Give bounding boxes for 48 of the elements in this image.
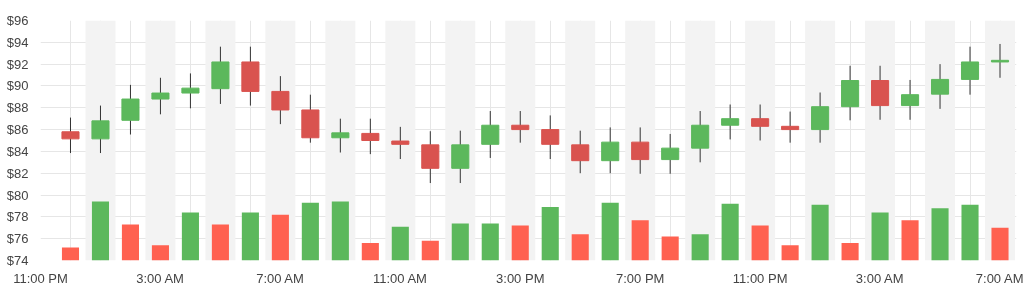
candlestick — [391, 126, 410, 160]
x-tick-label: 11:00 PM — [13, 270, 68, 286]
y-tick-label: $84 — [6, 143, 29, 159]
y-tick-label: $82 — [6, 165, 29, 181]
x-tick-label: 3:00 AM — [136, 270, 184, 286]
y-tick-label: $78 — [6, 209, 29, 225]
y-tick-label: $80 — [6, 187, 29, 203]
y-tick-label: $92 — [6, 56, 29, 72]
candlestick — [781, 111, 800, 144]
candlestick — [181, 72, 200, 109]
y-tick-label: $76 — [6, 231, 29, 247]
x-tick-label: 7:00 AM — [975, 270, 1024, 286]
candlestick — [811, 92, 830, 144]
x-tick-label: 7:00 AM — [256, 270, 304, 286]
candlestick — [960, 46, 980, 96]
candlestick — [481, 110, 500, 159]
candlestick — [930, 63, 950, 110]
x-tick-label: 11:00 AM — [372, 270, 427, 286]
candlestick — [541, 114, 560, 160]
y-tick-label: $90 — [6, 78, 29, 94]
candlestick — [751, 104, 770, 141]
candlestick — [601, 126, 620, 174]
candlestick — [571, 130, 590, 174]
candlestick — [990, 43, 1010, 79]
candlestick — [121, 84, 140, 135]
x-tick-label: 7:00 PM — [615, 270, 665, 286]
y-tick-label: $94 — [6, 34, 29, 50]
candlestick — [901, 79, 920, 121]
candlestick — [91, 105, 110, 154]
x-tick-label: 3:00 AM — [855, 270, 904, 286]
candlestick — [331, 118, 350, 153]
y-tick-label: $96 — [6, 13, 29, 28]
candlestick — [721, 104, 740, 140]
candlestick — [691, 110, 710, 163]
candlestick — [511, 110, 530, 144]
y-tick-label: $74 — [6, 253, 29, 268]
candlestick — [151, 77, 170, 115]
y-tick-label: $88 — [6, 100, 29, 116]
candlestick — [421, 130, 440, 184]
candlestick — [631, 126, 650, 175]
candlestick — [61, 117, 80, 154]
candlestick — [451, 130, 470, 184]
candlestick — [661, 133, 680, 175]
candlestick — [271, 75, 290, 125]
x-tick-label: 11:00 PM — [732, 270, 788, 286]
x-tick-label: 3:00 PM — [496, 270, 545, 286]
candlestick — [361, 118, 380, 155]
y-tick-label: $86 — [6, 122, 29, 138]
